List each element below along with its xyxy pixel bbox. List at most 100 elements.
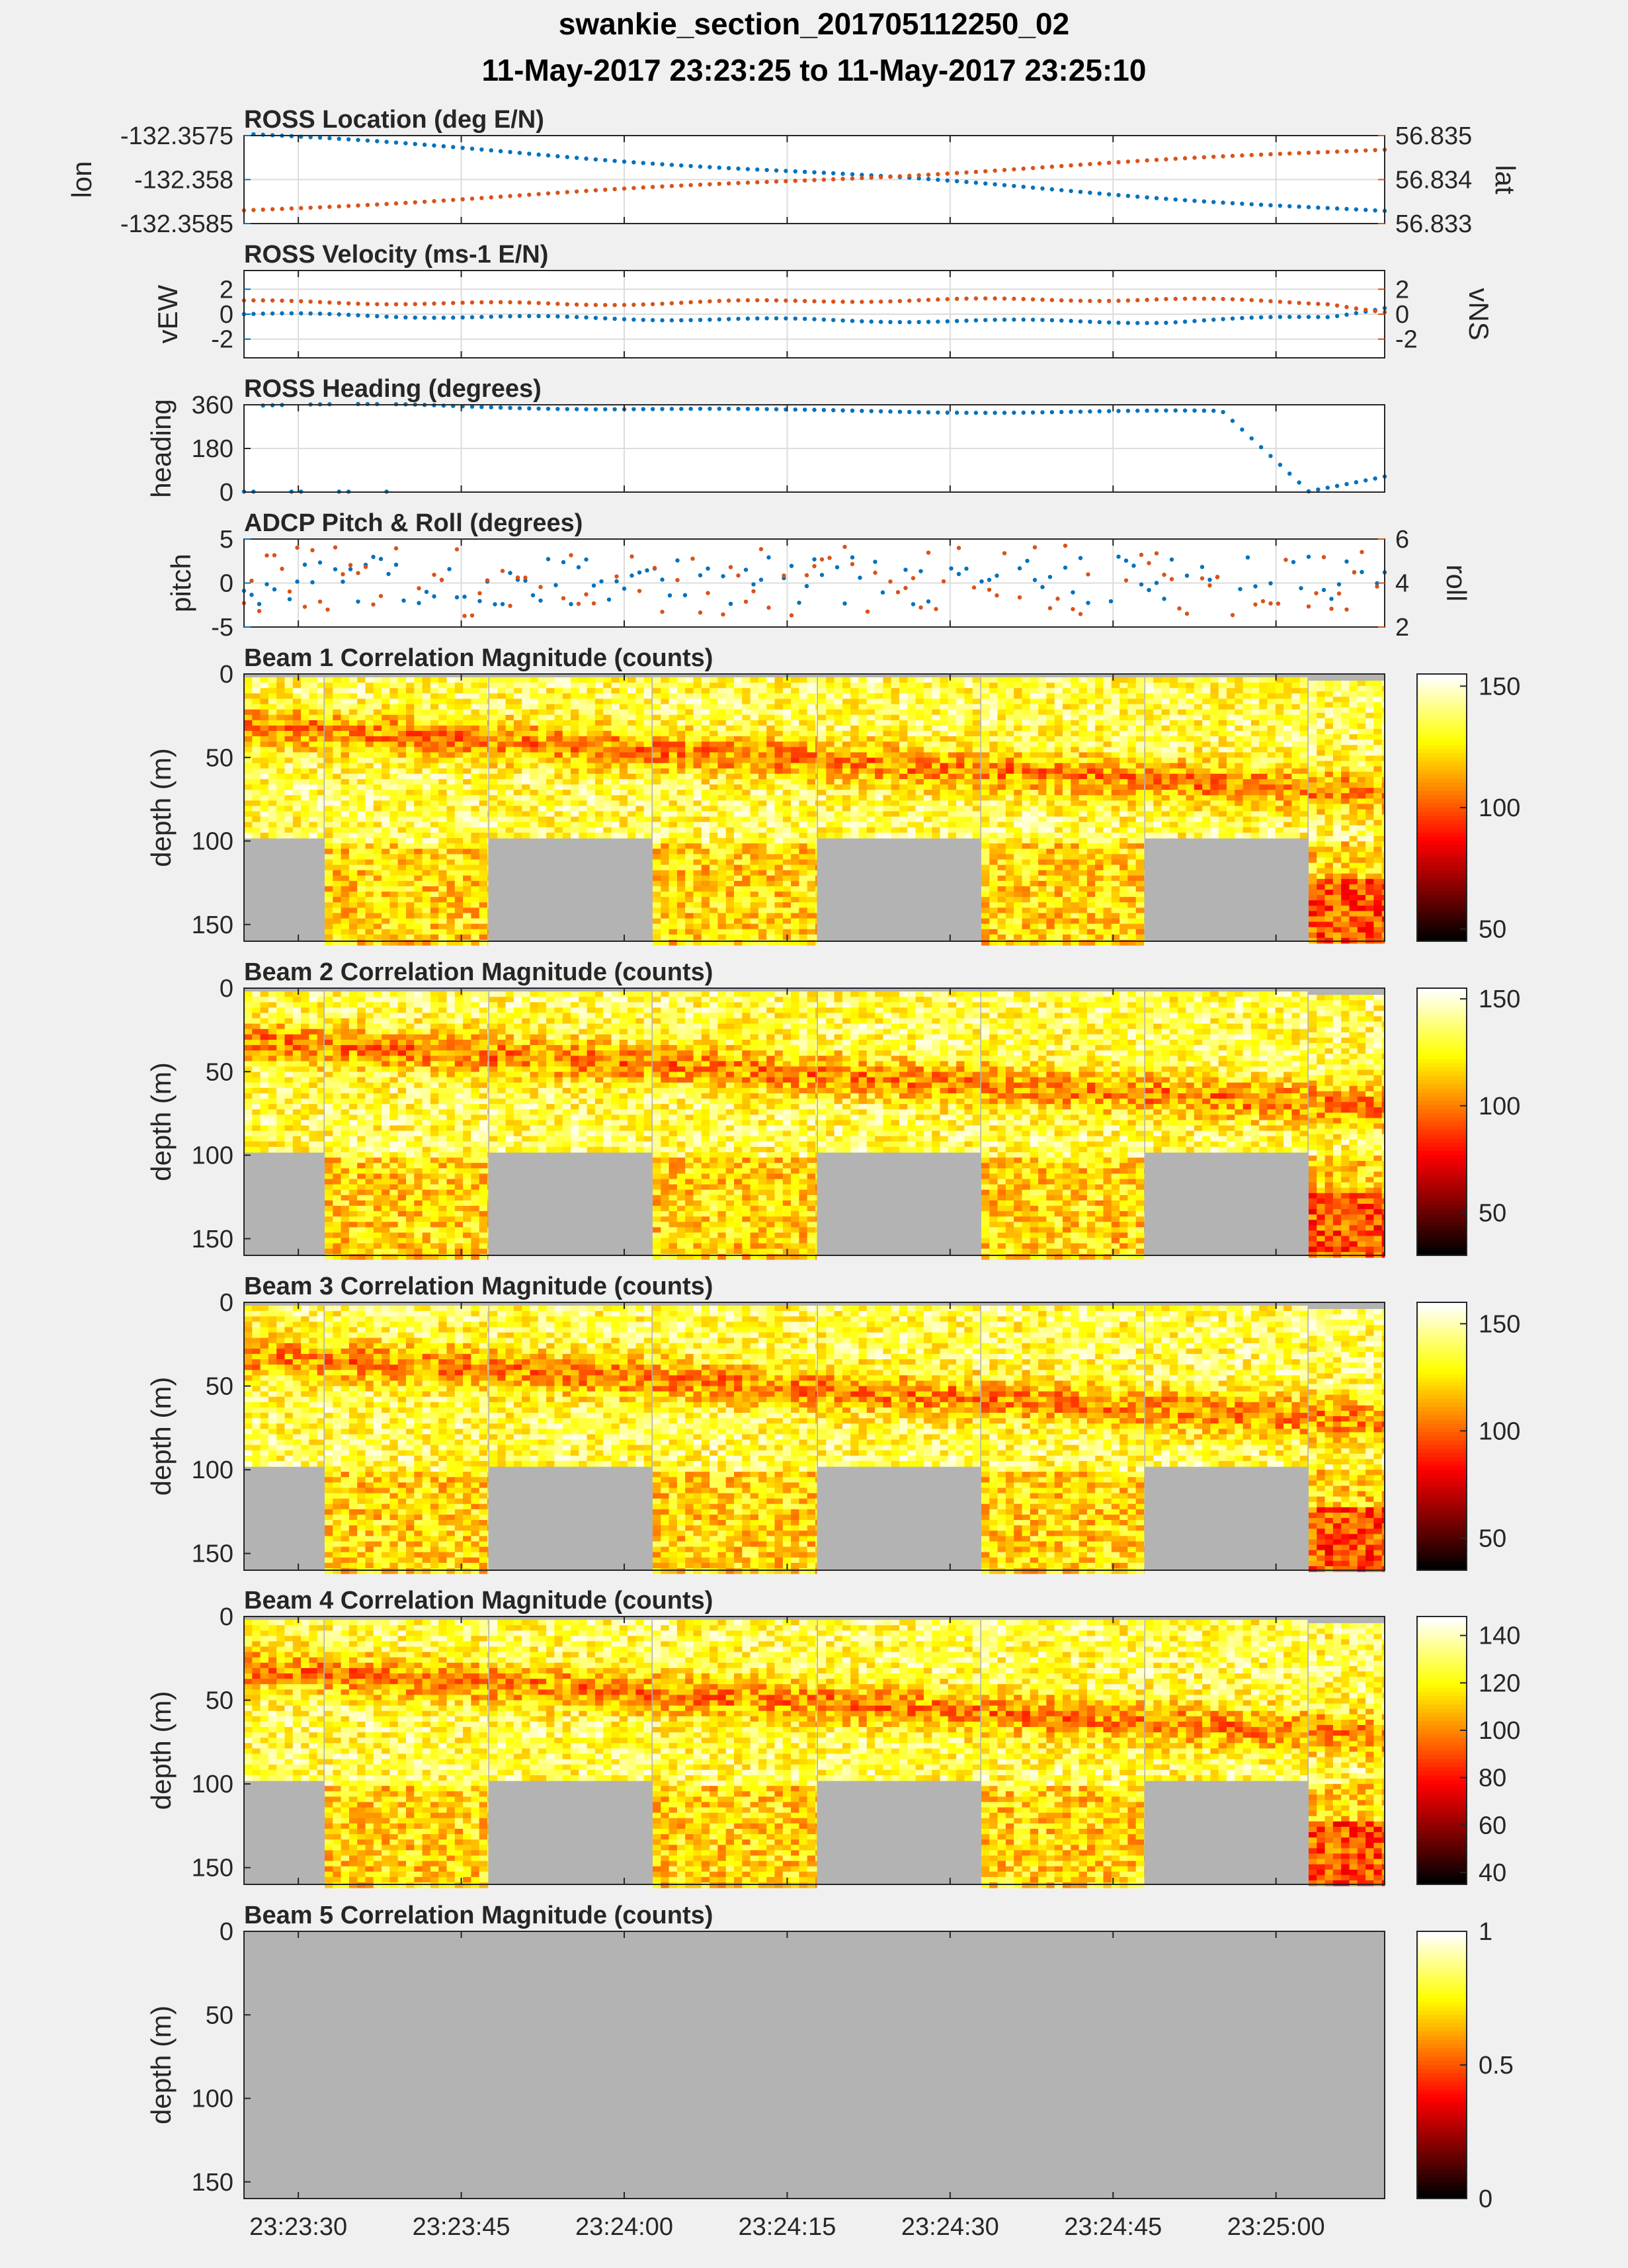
heatmap-cell [612,710,620,716]
heatmap-cell [956,817,965,823]
heatmap-cell [734,897,743,903]
heatmap-cell [766,859,775,865]
heatmap-cell [563,726,571,732]
heatmap-cell [916,688,924,694]
heatmap-cell [463,876,471,882]
heatmap-cell [563,698,571,704]
heatmap-cell [799,736,807,742]
heatmap-cell [850,817,859,823]
data-point [736,407,740,411]
heatmap-cell [1030,720,1039,726]
data-point [916,410,920,414]
heatmap-cell [734,726,743,732]
heatmap-cell [357,924,366,930]
data-point [479,315,483,319]
heatmap-cell [341,741,350,747]
heatmap-cell [489,758,498,764]
heatmap-cell [661,859,669,865]
heatmap-cell [398,763,407,769]
heatmap-cell [766,731,775,737]
data-point [670,301,674,305]
heatmap-cell [751,720,759,726]
heatmap-cell [998,758,1006,764]
heatmap-cell [899,698,908,704]
data-point [1155,321,1159,325]
heatmap-cell [981,833,990,839]
heatmap-cell [783,876,792,882]
heatmap-cell [374,736,382,742]
data-point [1135,159,1139,163]
heatmap-cell [834,817,843,823]
data-point [1307,555,1311,559]
heatmap-cell [1038,752,1047,758]
data-point [698,165,702,169]
heatmap-cell [571,784,579,790]
heatmap-cell [766,865,775,871]
heatmap-cell [1038,800,1047,806]
heatmap-cell [406,865,415,871]
heatmap-cell [489,784,498,790]
data-point [371,603,375,607]
heatmap-cell [357,838,366,844]
heatmap-cell [341,876,350,882]
heatmap-cell [447,795,456,801]
heatmap-cell [964,710,973,716]
heatmap-cell [293,774,302,780]
heatmap-cell [661,790,669,796]
heatmap-cell [285,833,294,839]
heatmap-cell [612,688,620,694]
heatmap-cell [916,812,924,818]
heatmap-cell [276,698,285,704]
heatmap-cell [479,715,488,721]
heatmap-cell [571,731,579,737]
heatmap-cell [758,907,767,913]
heatmap-cell [317,822,324,828]
heatmap-cell [948,763,957,769]
heatmap-cell [414,779,423,785]
data-point [974,170,978,174]
heatmap-cell [842,827,851,833]
heatmap-cell [563,790,571,796]
heatmap-cell [799,715,807,721]
heatmap-cell [579,736,587,742]
heatmap-cell [635,833,644,839]
heatmap-cell [563,704,571,710]
data-point [1354,311,1358,315]
heatmap-cell [883,731,891,737]
heatmap-cell [702,902,710,908]
heatmap-cell [891,726,900,732]
data-point [995,573,998,577]
heatmap-cell [366,859,374,865]
heatmap-cell [989,833,998,839]
y-tick-label: 360 [192,392,233,419]
data-point [622,303,626,307]
data-point [1259,202,1263,206]
heatmap-cell [423,774,431,780]
heatmap-cell [661,886,669,892]
heatmap-cell [325,698,333,704]
heatmap-cell [317,774,324,780]
heatmap-cell [883,688,891,694]
heatmap-cell [357,758,366,764]
data-point [346,137,350,141]
heatmap-cell [447,817,456,823]
data-point [1211,155,1215,159]
heatmap-cell [455,790,464,796]
heatmap-cell [357,929,366,935]
heatmap-cell [842,800,851,806]
heatmap-cell [301,683,309,689]
data-point [371,555,375,559]
heatmap-cell [1030,698,1039,704]
heatmap-cell [538,822,547,828]
heatmap-cell [989,747,998,753]
heatmap-cell [341,919,350,925]
heatmap-cell [981,929,990,935]
heatmap-cell [261,763,269,769]
heatmap-cell [268,741,277,747]
data-point [679,318,683,322]
heatmap-cell [818,769,827,775]
heatmap-cell [571,683,579,689]
heatmap-cell [826,833,834,839]
heatmap-cell [423,902,431,908]
heatmap-cell [775,843,784,849]
